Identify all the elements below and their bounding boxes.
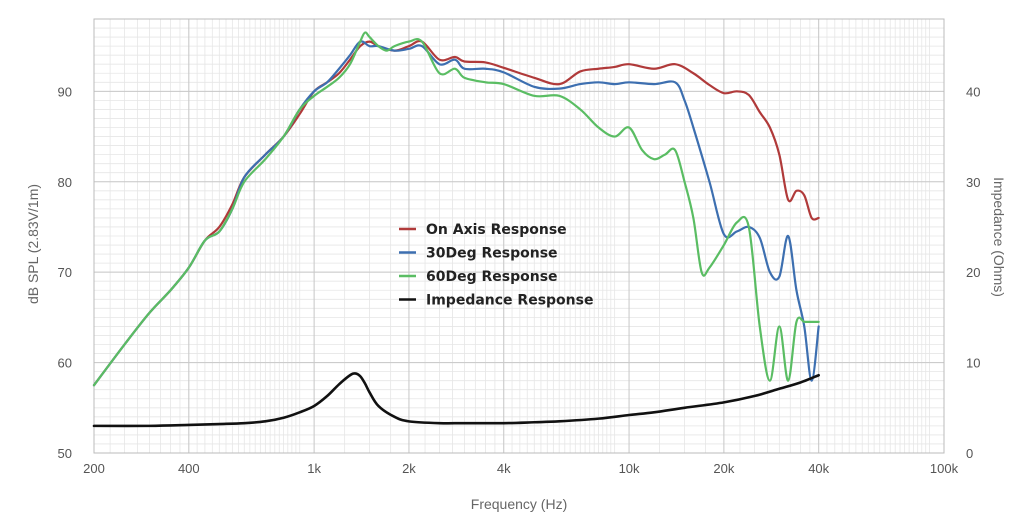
series-layer: [92, 31, 820, 428]
tick-labels: 200 400 1k 2k 4k 10k 20k 40k 100k 50 60 70 80 90 0 10 20…: [58, 84, 981, 476]
legend-label-impedance-response: Impedance Response: [426, 293, 593, 309]
y-right-tick-label: 0: [966, 446, 973, 461]
y-axis-right-title: Impedance (Ohms): [991, 177, 1007, 297]
y-right-tick-label: 20: [966, 265, 980, 280]
series-line-60deg-response: [92, 31, 820, 387]
y-left-tick-label: 70: [58, 265, 72, 280]
x-axis-title: Frequency (Hz): [471, 496, 567, 512]
y-left-tick-label: 50: [58, 446, 72, 461]
series-line-impedance-response: [92, 372, 820, 428]
y-left-tick-label: 80: [58, 175, 72, 190]
x-tick-label: 20k: [713, 461, 734, 476]
y-left-tick-label: 90: [58, 84, 72, 99]
plot-border: [93, 18, 945, 454]
y-left-tick-label: 60: [58, 356, 72, 371]
legend-label-60deg-response: 60Deg Response: [426, 269, 558, 285]
x-tick-label: 10k: [619, 461, 640, 476]
x-tick-label: 1k: [307, 461, 321, 476]
y-right-tick-label: 10: [966, 356, 980, 371]
x-tick-label: 40k: [808, 461, 829, 476]
y-right-tick-label: 30: [966, 175, 980, 190]
legend-label-30deg-response: 30Deg Response: [426, 246, 558, 262]
x-tick-label: 2k: [402, 461, 416, 476]
x-tick-label: 200: [83, 461, 105, 476]
y-right-tick-label: 40: [966, 84, 980, 99]
y-axis-left-title: dB SPL (2.83V/1m): [25, 184, 41, 304]
x-tick-label: 100k: [930, 461, 959, 476]
legend-label-on-axis-response: On Axis Response: [426, 222, 567, 238]
x-tick-label: 400: [178, 461, 200, 476]
x-tick-label: 4k: [497, 461, 511, 476]
legend: On Axis Response 30Deg Response 60Deg Resp…: [399, 222, 593, 309]
